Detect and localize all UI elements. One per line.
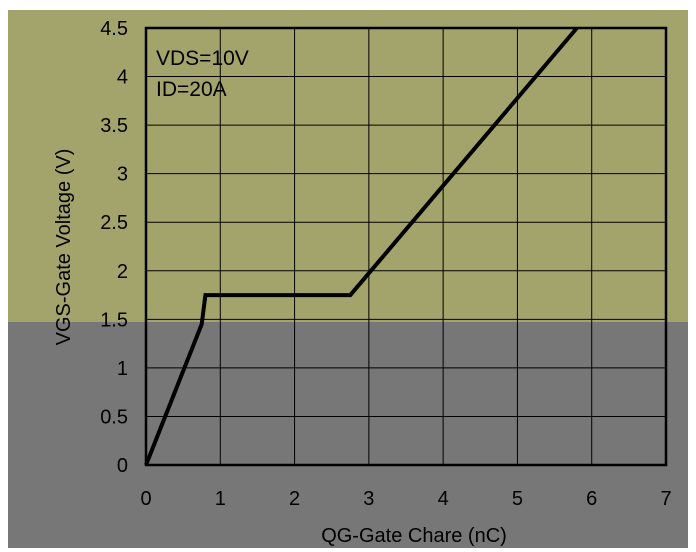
y-tick-label: 1: [117, 358, 128, 380]
tick-labels: 0 1 2 3 4 5 6 7 0 0.5 1 1.5 2 2.5 3 3.5 4 4.5: [100, 18, 671, 510]
series-layer: [144, 26, 579, 466]
grid-lines: [146, 28, 666, 465]
y-axis-label: VGS-Gate Voltage (V): [53, 149, 75, 346]
x-tick-label: 6: [586, 488, 597, 510]
series-line: [144, 26, 579, 466]
x-tick-label: 4: [438, 488, 449, 510]
y-tick-label: 1.5: [100, 309, 128, 331]
x-tick-label: 3: [363, 488, 374, 510]
x-tick-label: 7: [660, 488, 671, 510]
y-tick-label: 3.5: [100, 115, 128, 137]
y-tick-label: 2: [117, 261, 128, 283]
x-tick-label: 1: [215, 488, 226, 510]
bottom-background-band: [8, 322, 688, 548]
x-tick-label: 2: [289, 488, 300, 510]
x-tick-label: 0: [140, 488, 151, 510]
x-tick-label: 5: [512, 488, 523, 510]
annotation-box: VDS=10V ID=20A: [156, 47, 249, 101]
top-background-band: [8, 10, 688, 322]
y-tick-label: 0: [117, 455, 128, 477]
y-tick-label: 4.5: [100, 18, 128, 40]
y-tick-label: 4: [117, 67, 128, 89]
annotation-vds: VDS=10V: [156, 47, 249, 70]
y-tick-label: 3: [117, 164, 128, 186]
plot-frame: [144, 26, 668, 467]
annotation-id: ID=20A: [156, 78, 227, 101]
x-axis-label: QG-Gate Chare (nC): [321, 525, 507, 547]
y-tick-label: 0.5: [100, 406, 128, 428]
y-tick-label: 2.5: [100, 212, 128, 234]
